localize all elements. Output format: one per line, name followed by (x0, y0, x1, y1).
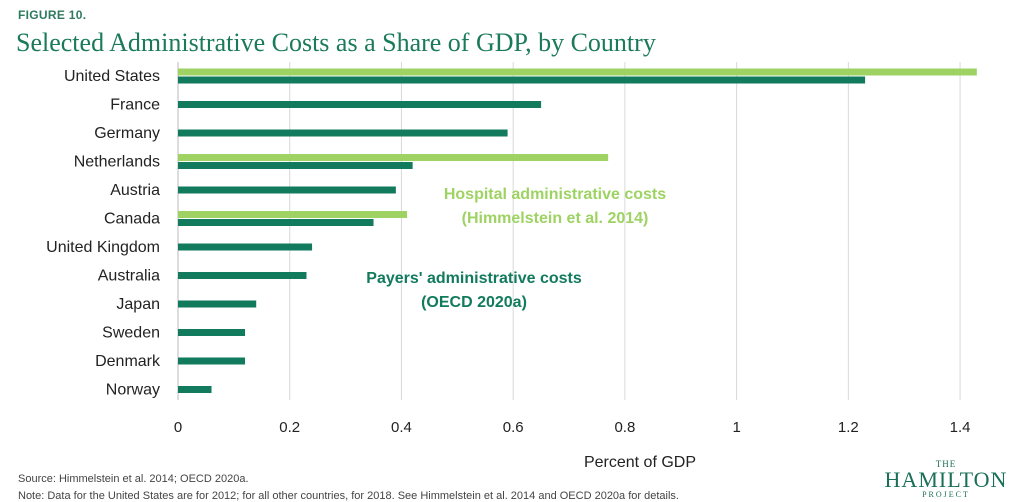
logo-name: HAMILTON (884, 467, 1008, 492)
bar-payers-canada (178, 219, 374, 226)
category-label-denmark: Denmark (95, 353, 161, 370)
bar-payers-sweden (178, 329, 246, 336)
bar-payers-germany (178, 129, 508, 137)
chart-title: Selected Administrative Costs as a Share… (16, 28, 656, 57)
bar-hospital-united-states (178, 68, 977, 76)
bar-payers-netherlands (178, 162, 413, 169)
category-label-norway: Norway (106, 382, 160, 399)
category-label-japan: Japan (116, 296, 160, 313)
bar-payers-japan (178, 300, 257, 308)
x-tick-labels: 0 0.2 0.4 0.6 0.8 1 1.2 1.4 (174, 419, 971, 436)
hamilton-project-logo: THE HAMILTON PROJECT (878, 460, 1014, 499)
logo-the: THE (935, 459, 957, 469)
x-tick-label: 1.2 (838, 419, 859, 436)
category-label-sweden: Sweden (102, 325, 160, 342)
bar-payers-norway (178, 386, 212, 393)
series-label-hospital-line-2: (Himmelstein et al. 2014) (462, 210, 649, 227)
category-label-united-states: United States (64, 68, 160, 85)
x-tick-label: 1.4 (950, 419, 971, 436)
x-tick-label: 0.2 (279, 419, 300, 436)
gridlines (177, 62, 961, 400)
bar-hospital-canada (178, 211, 408, 218)
footnote: Note: Data for the United States are for… (18, 490, 679, 502)
x-tick-label: 1 (732, 419, 740, 436)
category-label-united-kingdom: United Kingdom (46, 239, 160, 256)
bar-payers-united-states (178, 76, 866, 84)
bars (178, 68, 977, 393)
category-label-germany: Germany (94, 125, 160, 142)
category-label-netherlands: Netherlands (74, 154, 160, 171)
series-label-payers-line-1: Payers' administrative costs (366, 270, 582, 287)
bar-payers-france (178, 101, 542, 108)
bar-chart: United States France Germany Netherlands Aus… (46, 62, 977, 470)
bar-payers-austria (178, 186, 396, 194)
x-tick-label: 0 (174, 419, 182, 436)
series-label-hospital-line-1: Hospital administrative costs (444, 186, 666, 203)
bar-payers-denmark (178, 357, 246, 365)
category-label-canada: Canada (104, 211, 160, 228)
category-label-australia: Australia (98, 268, 160, 285)
x-tick-label: 0.4 (391, 419, 412, 436)
x-tick-label: 0.6 (503, 419, 524, 436)
category-labels: United States France Germany Netherlands Aus… (46, 68, 161, 399)
bar-payers-united-kingdom (178, 243, 313, 251)
bar-payers-australia (178, 272, 307, 279)
series-label-payers-line-2: (OECD 2020a) (421, 294, 527, 311)
category-label-austria: Austria (110, 182, 160, 199)
logo-project: PROJECT (922, 490, 970, 499)
x-tick-label: 0.8 (614, 419, 635, 436)
source-note: Source: Himmelstein et al. 2014; OECD 20… (18, 473, 249, 485)
series-labels: Hospital administrative costs (Himmelstei… (366, 186, 666, 311)
bar-hospital-netherlands (178, 154, 609, 161)
category-label-france: France (110, 97, 160, 114)
x-axis-label: Percent of GDP (584, 454, 696, 470)
figure-label: FIGURE 10. (18, 8, 87, 22)
